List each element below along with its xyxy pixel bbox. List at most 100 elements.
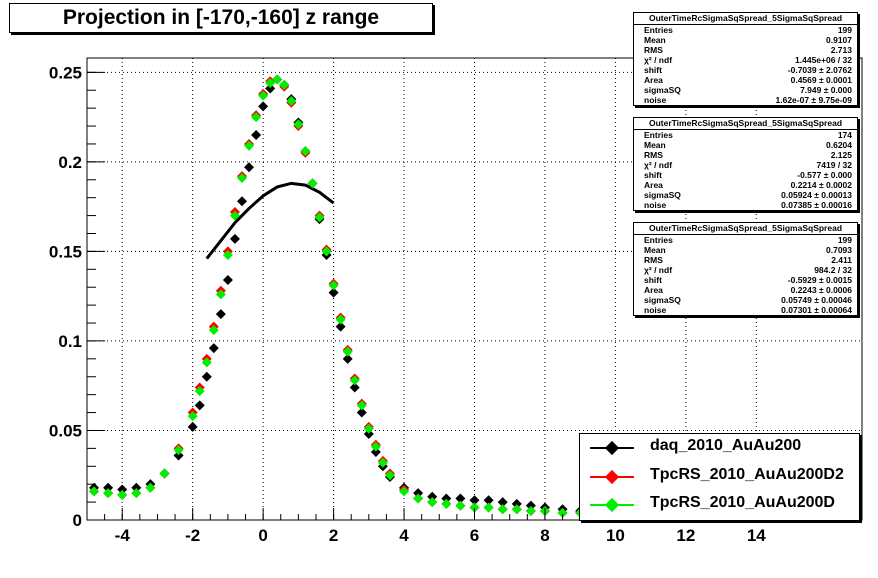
- y-tick-label: 0.15: [49, 242, 82, 261]
- data-point: [159, 468, 170, 479]
- stats-row: RMS 2.125: [634, 150, 857, 160]
- stats-value: 7.949 ± 0.000: [800, 85, 852, 95]
- stats-value: 0.6204: [826, 140, 852, 150]
- stats-row: shift -0.577 ± 0.000: [634, 170, 857, 180]
- stats-label: noise: [644, 200, 667, 210]
- stats-value: -0.7039 ± 2.0762: [787, 65, 852, 75]
- data-point: [131, 488, 142, 499]
- data-point: [265, 83, 276, 94]
- data-point: [300, 146, 311, 157]
- data-point: [117, 489, 128, 500]
- x-tick-label: 2: [329, 526, 338, 545]
- data-point: [413, 488, 424, 499]
- stats-label: sigmaSQ: [644, 190, 681, 200]
- stats-value: 199: [837, 235, 852, 245]
- legend-label: TpcRS_2010_AuAu200D2: [650, 466, 844, 483]
- data-point: [455, 493, 466, 504]
- stats-value: 0.7093: [826, 245, 852, 255]
- data-point: [557, 507, 568, 518]
- data-point: [342, 353, 353, 364]
- series-2: [89, 74, 603, 520]
- y-tick-label: 0.2: [58, 153, 82, 172]
- legend-label: TpcRS_2010_AuAu200D: [650, 494, 835, 511]
- stats-row: Mean 0.7093: [634, 245, 857, 255]
- stats-row: sigmaSQ 0.05924 ± 0.00013: [634, 190, 857, 200]
- data-point: [497, 504, 508, 515]
- y-tick-label: 0.25: [49, 63, 82, 82]
- stats-row: shift -0.5929 ± 0.0015: [634, 275, 857, 285]
- data-point: [237, 172, 247, 183]
- x-tick-label: 6: [470, 526, 479, 545]
- stats-row: χ² / ndf 984.2 / 32: [634, 265, 857, 275]
- stats-row: Mean 0.9107: [634, 35, 857, 45]
- data-point: [483, 495, 494, 506]
- stats-label: Mean: [644, 140, 666, 150]
- stats-title: OuterTimeRcSigmaSqSpread_5SigmaSqSpread: [634, 118, 857, 130]
- stats-value: 199: [837, 25, 852, 35]
- data-point: [511, 498, 522, 509]
- data-point: [286, 95, 297, 106]
- stats-row: noise 0.07301 ± 0.00064: [634, 305, 857, 315]
- data-point: [229, 233, 240, 244]
- stats-value: 0.9107: [826, 35, 852, 45]
- stats-label: Mean: [644, 35, 666, 45]
- stats-label: noise: [644, 305, 667, 315]
- x-tick-label: 4: [399, 526, 409, 545]
- stats-value: 0.4569 ± 0.0001: [790, 75, 852, 85]
- stats-label: sigmaSQ: [644, 85, 681, 95]
- x-tick-label: 12: [676, 526, 695, 545]
- data-point: [525, 506, 536, 517]
- x-tick-label: 8: [540, 526, 549, 545]
- data-point: [187, 421, 198, 432]
- y-tick-label: 0: [73, 511, 82, 530]
- data-point: [222, 249, 233, 260]
- stats-row: Area 0.2214 ± 0.0002: [634, 180, 857, 190]
- stats-box-1: OuterTimeRcSigmaSqSpread_5SigmaSqSpread …: [633, 12, 858, 106]
- stats-label: Area: [644, 285, 663, 295]
- data-point: [117, 484, 128, 495]
- stats-value: -0.577 ± 0.000: [797, 170, 852, 180]
- data-point: [321, 246, 332, 257]
- stats-value: 2.125: [830, 150, 852, 160]
- data-point: [356, 407, 367, 418]
- x-tick-label: 10: [606, 526, 625, 545]
- data-point: [103, 488, 114, 499]
- chart-title: Projection in [-170,-160] z range: [9, 3, 433, 33]
- data-point: [145, 482, 156, 493]
- data-point: [131, 482, 142, 493]
- data-point: [229, 210, 240, 221]
- legend: daq_2010_AuAu200 TpcRS_2010_AuAu200D2 Tp…: [579, 433, 860, 521]
- stats-label: Entries: [644, 235, 673, 245]
- stats-row: RMS 2.713: [634, 45, 857, 55]
- data-point: [194, 400, 205, 411]
- legend-entry-daq: daq_2010_AuAu200: [580, 434, 859, 462]
- data-point: [251, 112, 262, 123]
- stats-row: shift -0.7039 ± 2.0762: [634, 65, 857, 75]
- data-point: [469, 495, 480, 506]
- legend-marker: [604, 469, 620, 485]
- data-point: [215, 289, 226, 300]
- stats-label: shift: [644, 275, 662, 285]
- stats-row: χ² / ndf 7419 / 32: [634, 160, 857, 170]
- stats-value: 0.05924 ± 0.00013: [781, 190, 852, 200]
- data-point: [455, 500, 466, 511]
- data-point: [335, 314, 346, 325]
- data-point: [103, 482, 114, 493]
- stats-label: sigmaSQ: [644, 295, 681, 305]
- data-point: [222, 275, 233, 286]
- legend-marker: [604, 497, 620, 513]
- data-point: [237, 196, 247, 207]
- data-point: [363, 429, 374, 440]
- stats-label: Entries: [644, 25, 673, 35]
- stats-value: 0.05749 ± 0.00046: [781, 295, 852, 305]
- x-tick-label: 0: [258, 526, 267, 545]
- data-point: [328, 280, 339, 291]
- y-tick-label: 0.1: [58, 332, 82, 351]
- stats-row: sigmaSQ 0.05749 ± 0.00046: [634, 295, 857, 305]
- stats-row: Entries 199: [634, 235, 857, 245]
- data-point: [370, 441, 381, 452]
- data-point: [469, 502, 480, 513]
- stats-label: Entries: [644, 130, 673, 140]
- stats-row: sigmaSQ 7.949 ± 0.000: [634, 85, 857, 95]
- data-point: [427, 497, 438, 508]
